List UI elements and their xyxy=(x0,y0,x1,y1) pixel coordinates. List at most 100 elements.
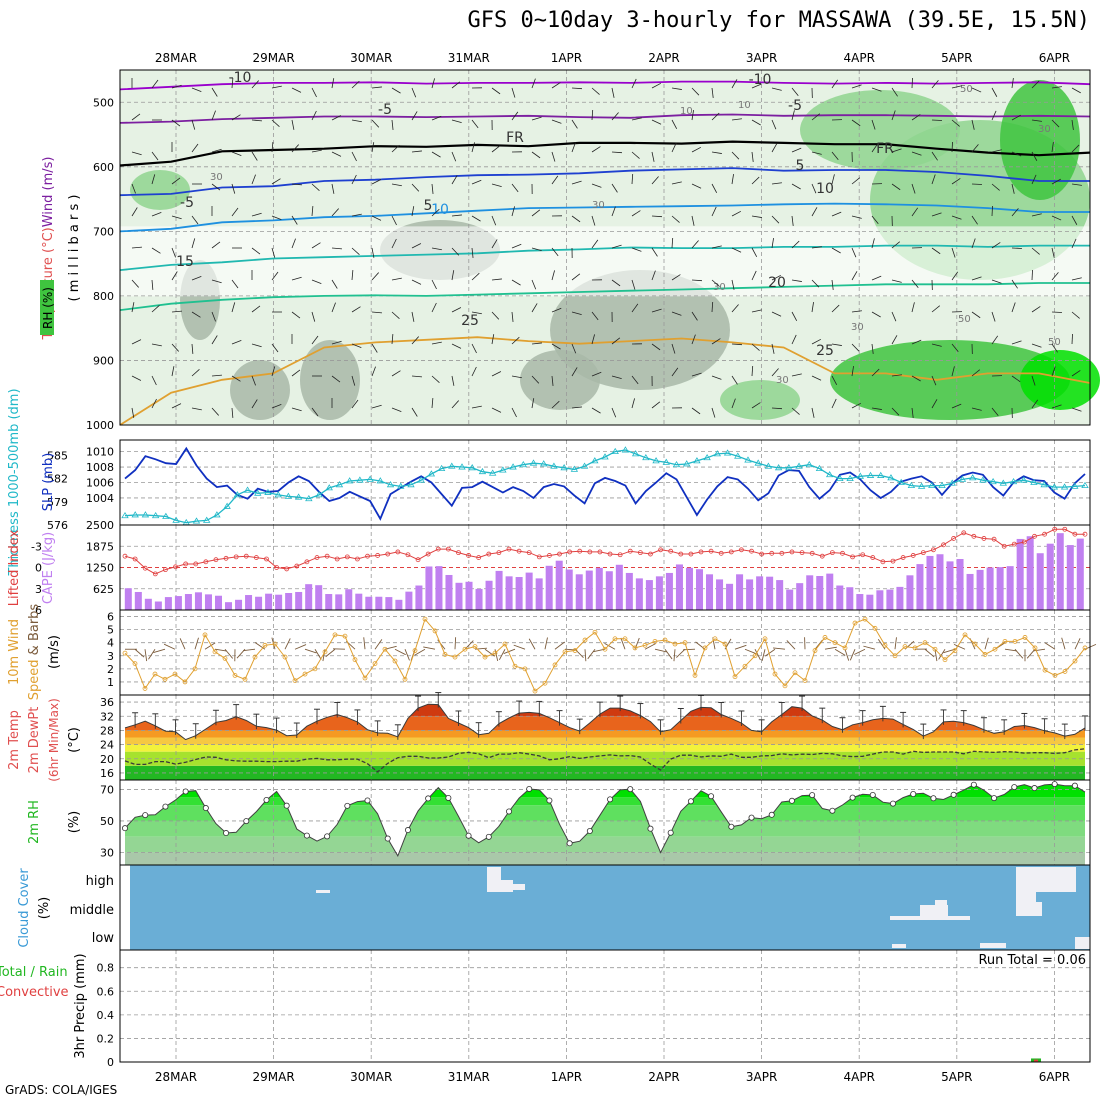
wind-barb-10m xyxy=(254,642,266,650)
wind-barb xyxy=(531,342,542,345)
wind-barb xyxy=(1011,302,1016,313)
wind-barb xyxy=(491,87,501,95)
thickness-marker xyxy=(345,477,354,484)
thickness-marker xyxy=(386,481,395,488)
li-marker xyxy=(274,565,279,570)
wind-barb-10m xyxy=(1014,648,1024,659)
cape-bar xyxy=(655,576,663,610)
rh-marker xyxy=(970,781,977,788)
temp-bands xyxy=(125,704,1085,780)
wind-barb xyxy=(131,151,142,156)
thickness-marker xyxy=(458,463,466,470)
isotherm-label: 5 xyxy=(796,158,805,174)
rh-band xyxy=(125,784,1085,798)
wind-barb xyxy=(131,183,136,194)
wind-barb xyxy=(1051,272,1059,281)
wind-barb-10m xyxy=(224,648,234,659)
isotherm-line xyxy=(119,113,1091,124)
wind-speed-marker xyxy=(1032,645,1038,651)
wind-barb xyxy=(191,276,202,281)
cape-bar xyxy=(615,564,623,610)
cape-bar xyxy=(685,567,693,610)
thickness-marker xyxy=(560,464,568,471)
rh-marker xyxy=(142,812,149,819)
rh-shading-patch xyxy=(800,90,960,170)
wind-barb-10m xyxy=(153,648,166,653)
isotherm-line xyxy=(119,244,1090,271)
wind-barb xyxy=(411,150,422,153)
cloud-block xyxy=(892,944,906,948)
wind-barb xyxy=(331,302,336,313)
li-marker xyxy=(880,559,886,565)
rh-band xyxy=(125,836,1085,853)
li-marker xyxy=(203,559,209,565)
thickness-marker xyxy=(682,460,691,467)
temp-band xyxy=(125,744,1085,752)
thickness-marker xyxy=(356,476,364,483)
li-marker xyxy=(425,551,431,557)
wind-speed-marker xyxy=(942,657,948,663)
li-marker xyxy=(365,553,370,559)
wind-barb xyxy=(411,183,420,192)
wind-barb-10m xyxy=(984,637,989,650)
wind-barb xyxy=(791,279,802,282)
wind-barb xyxy=(1071,407,1082,412)
cape-bar xyxy=(856,594,864,610)
wind-barb xyxy=(251,80,259,89)
wind-barb xyxy=(511,375,522,379)
date-label-top: 6APR xyxy=(1039,51,1070,65)
wind-barb xyxy=(291,87,302,93)
wind-barb xyxy=(1031,269,1033,281)
wind-barb xyxy=(631,151,640,159)
cloud-block xyxy=(501,880,513,892)
cape-bar xyxy=(1036,553,1044,610)
cape-tick-label: 625 xyxy=(93,583,114,596)
wind-speed-marker xyxy=(122,650,128,656)
li-marker xyxy=(1082,531,1088,537)
wind-barb-10m xyxy=(194,637,199,650)
wind-speed-marker xyxy=(832,640,838,646)
wind-barb xyxy=(491,407,502,413)
wind-barb xyxy=(151,375,157,386)
wind-barb xyxy=(251,119,262,122)
wind-barb xyxy=(831,79,839,89)
li-marker xyxy=(910,553,916,558)
cape-bar xyxy=(375,596,383,610)
wind-barb-10m xyxy=(304,648,317,654)
wind-barb xyxy=(431,208,440,217)
wind-barb xyxy=(571,87,583,90)
date-label-bottom: 4APR xyxy=(843,1070,874,1084)
wind-barb xyxy=(1071,311,1080,319)
wind-barb xyxy=(631,303,639,313)
rh-marker xyxy=(344,802,351,809)
wind-barb xyxy=(531,375,540,384)
wind-barb-10m xyxy=(503,648,516,654)
slp-ylabel-part: SLP (mb) xyxy=(41,453,56,512)
wind-barb xyxy=(491,334,495,345)
wind-barb xyxy=(591,109,594,121)
wind-barb xyxy=(991,87,998,97)
thickness-marker xyxy=(233,491,242,498)
wind-speed-marker xyxy=(892,653,898,659)
wind-speed-marker xyxy=(542,680,548,686)
cape-bar xyxy=(736,574,744,610)
wind-speed-marker xyxy=(442,652,448,657)
wind-barb xyxy=(371,343,378,353)
slp-tick-label: 1010 xyxy=(86,446,114,459)
wind-barb xyxy=(431,78,435,89)
wind-barb xyxy=(471,272,480,281)
wind-barb xyxy=(931,399,938,409)
wind-barb xyxy=(731,79,738,89)
li-marker xyxy=(193,561,199,567)
cape-bar xyxy=(816,576,824,610)
li-marker xyxy=(870,555,876,560)
wind-barb xyxy=(1011,208,1019,217)
wind-barb-10m xyxy=(284,638,291,650)
wind-speed-marker xyxy=(862,616,868,622)
thickness-marker xyxy=(141,511,150,518)
wind-barb xyxy=(271,142,274,153)
wind-speed-marker xyxy=(732,674,738,680)
temp-tick-label: 32 xyxy=(100,710,114,723)
wind-barb xyxy=(991,407,999,417)
wind-speed-marker xyxy=(492,650,498,656)
